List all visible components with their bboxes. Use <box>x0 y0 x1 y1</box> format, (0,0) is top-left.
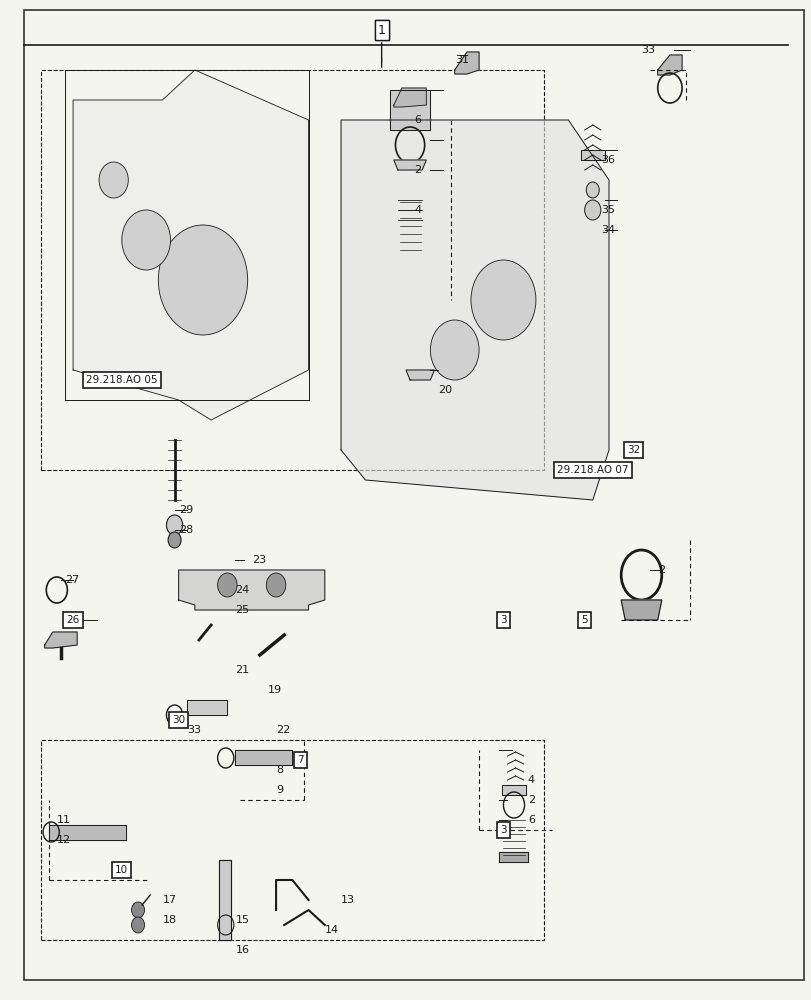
Circle shape <box>131 902 144 918</box>
Polygon shape <box>49 825 126 840</box>
Text: 36: 36 <box>600 155 614 165</box>
Polygon shape <box>73 70 308 420</box>
Circle shape <box>99 162 128 198</box>
Circle shape <box>266 573 285 597</box>
Text: 29.218.AO 05: 29.218.AO 05 <box>86 375 157 385</box>
Polygon shape <box>499 852 527 862</box>
Text: 12: 12 <box>57 835 71 845</box>
Circle shape <box>158 225 247 335</box>
Bar <box>41 740 543 940</box>
Text: 35: 35 <box>600 205 614 215</box>
Text: 15: 15 <box>235 915 249 925</box>
Text: 5: 5 <box>581 615 587 625</box>
Bar <box>41 70 543 470</box>
Circle shape <box>122 210 170 270</box>
Text: 3: 3 <box>500 615 506 625</box>
Text: 6: 6 <box>527 815 534 825</box>
Polygon shape <box>187 700 227 715</box>
Circle shape <box>584 200 600 220</box>
Text: 29: 29 <box>178 505 193 515</box>
Text: 26: 26 <box>67 615 79 625</box>
Polygon shape <box>219 860 231 940</box>
Text: 1: 1 <box>377 23 385 36</box>
Circle shape <box>586 182 599 198</box>
Polygon shape <box>620 600 661 620</box>
Text: 19: 19 <box>268 685 281 695</box>
Text: 18: 18 <box>162 915 176 925</box>
Text: 32: 32 <box>626 445 639 455</box>
Text: 2: 2 <box>527 795 534 805</box>
Polygon shape <box>235 750 292 765</box>
Text: 25: 25 <box>235 605 249 615</box>
Text: 23: 23 <box>251 555 265 565</box>
Text: 4: 4 <box>527 775 534 785</box>
Polygon shape <box>580 150 604 160</box>
Text: 22: 22 <box>276 725 290 735</box>
Circle shape <box>217 573 237 597</box>
Text: 34: 34 <box>600 225 614 235</box>
Text: 13: 13 <box>341 895 354 905</box>
Text: 28: 28 <box>178 525 193 535</box>
Text: 2: 2 <box>657 565 664 575</box>
Polygon shape <box>501 785 526 795</box>
Text: 21: 21 <box>235 665 249 675</box>
Polygon shape <box>393 160 426 170</box>
Text: 7: 7 <box>297 755 303 765</box>
Polygon shape <box>657 55 681 75</box>
Circle shape <box>470 260 535 340</box>
Text: 8: 8 <box>276 765 283 775</box>
Text: 20: 20 <box>438 385 452 395</box>
Polygon shape <box>178 570 324 610</box>
Text: 27: 27 <box>65 575 79 585</box>
Text: 3: 3 <box>500 825 506 835</box>
Text: 1: 1 <box>377 23 385 36</box>
Text: 10: 10 <box>115 865 128 875</box>
Text: 33: 33 <box>187 725 200 735</box>
Text: 14: 14 <box>324 925 338 935</box>
Text: 4: 4 <box>414 205 421 215</box>
Text: 33: 33 <box>641 45 654 55</box>
Polygon shape <box>45 632 77 648</box>
Circle shape <box>131 917 144 933</box>
Polygon shape <box>406 370 434 380</box>
Polygon shape <box>393 88 426 107</box>
Text: 6: 6 <box>414 115 421 125</box>
Polygon shape <box>341 120 608 500</box>
Text: 31: 31 <box>454 55 468 65</box>
Text: 17: 17 <box>162 895 176 905</box>
Text: 2: 2 <box>414 165 421 175</box>
Circle shape <box>168 532 181 548</box>
Text: 24: 24 <box>235 585 250 595</box>
Text: 16: 16 <box>235 945 249 955</box>
Polygon shape <box>454 52 478 74</box>
Polygon shape <box>389 90 430 130</box>
Text: 30: 30 <box>172 715 185 725</box>
Circle shape <box>166 515 182 535</box>
Circle shape <box>430 320 478 380</box>
Text: 11: 11 <box>57 815 71 825</box>
Text: 29.218.AO 07: 29.218.AO 07 <box>556 465 628 475</box>
Text: 9: 9 <box>276 785 283 795</box>
